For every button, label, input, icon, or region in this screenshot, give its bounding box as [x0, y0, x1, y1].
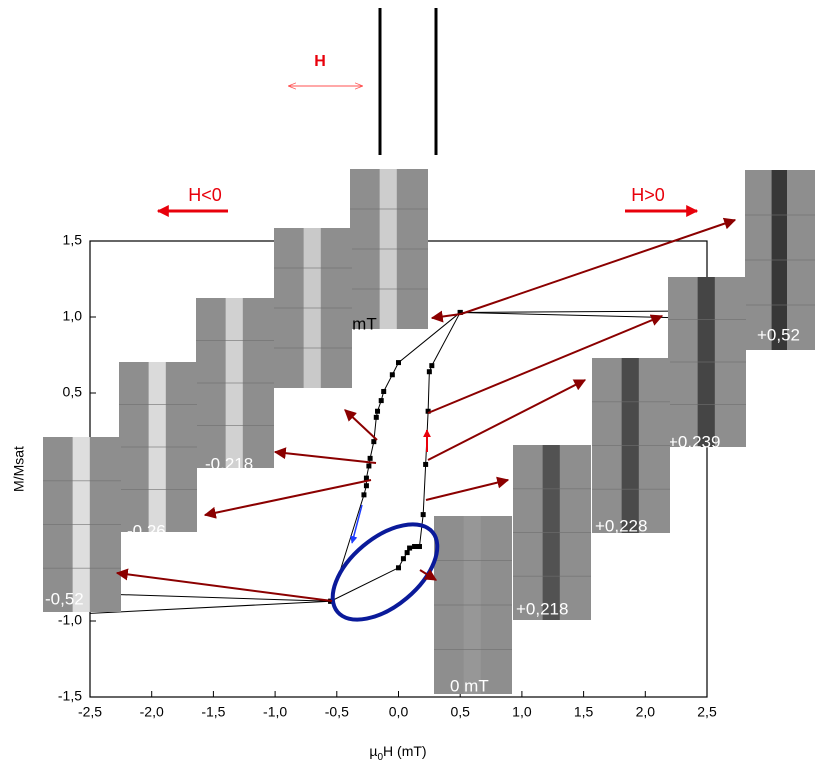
data-point: [429, 363, 435, 369]
y-axis-label: M/Msat: [11, 446, 27, 492]
overlay: [115, 217, 737, 622]
data-point: [407, 545, 413, 551]
data-point: [381, 388, 387, 394]
data-point: [371, 439, 377, 445]
x-tick-label: 0,5: [450, 704, 470, 720]
x-axis-label-part: 0: [377, 752, 383, 763]
data-point: [363, 483, 369, 489]
field-value-label: -0,26: [127, 521, 166, 540]
data-point: [389, 372, 395, 378]
pointer-arrow: [273, 447, 377, 464]
field-value-label: +0,218: [516, 599, 568, 618]
data-point: [367, 455, 373, 461]
field-value-label: -0,218: [205, 454, 253, 473]
direction-label: H>0: [631, 185, 665, 205]
y-tick-label: 1,0: [63, 308, 83, 324]
x-tick-label: 0,0: [389, 704, 409, 720]
data-point: [416, 544, 422, 550]
x-tick-label: 1,0: [512, 704, 532, 720]
data-point: [373, 414, 379, 420]
y-tick-label: 1,5: [63, 232, 83, 248]
y-tick-label: -1,5: [58, 688, 82, 704]
data-point: [404, 550, 410, 556]
field-label: H: [314, 53, 326, 70]
x-axis-label: µ0H (mT): [369, 743, 426, 763]
direction-label: H<0: [188, 185, 222, 205]
pointer-arrow: [419, 569, 438, 581]
y-tick-label: 0,5: [63, 384, 83, 400]
sweep-arrow: [350, 504, 363, 544]
x-tick-label: -1,0: [263, 704, 287, 720]
field-value-label: 0 mT: [450, 676, 489, 695]
data-point: [425, 408, 431, 414]
field-value-label: +0,52: [757, 325, 800, 344]
y-tick-label: -1,0: [58, 612, 82, 628]
pointer-arrow: [203, 479, 372, 519]
x-axis-label-part: µ: [369, 743, 377, 759]
loop-line: [89, 593, 331, 602]
data-point: [426, 369, 432, 375]
x-axis-label-part: H (mT): [383, 743, 427, 759]
field-value-label: +0,239: [668, 432, 720, 451]
data-point: [375, 408, 381, 414]
x-tick-label: -2,0: [140, 704, 164, 720]
x-tick-label: -0,5: [325, 704, 349, 720]
data-point: [396, 565, 401, 571]
loop-line: [89, 600, 331, 614]
pointer-arrow: [427, 314, 664, 414]
data-point: [412, 544, 418, 550]
x-tick-label: 1,5: [574, 704, 594, 720]
data-point: [396, 360, 401, 366]
data-point: [423, 461, 429, 467]
x-tick-label: -2,5: [78, 704, 102, 720]
data-point: [420, 512, 426, 518]
data-point: [400, 556, 406, 562]
highlight-ellipse: [330, 522, 440, 622]
pointer-arrow: [425, 476, 510, 501]
data-point: [378, 398, 384, 404]
data-point: [363, 475, 369, 481]
x-tick-label: -1,5: [201, 704, 225, 720]
pointer-arrow: [427, 379, 587, 461]
x-tick-label: 2,0: [636, 704, 656, 720]
pointer-arrow: [430, 310, 462, 323]
field-value-label: +0,228: [595, 516, 647, 535]
data-point: [361, 492, 367, 498]
pointer-arrow: [344, 409, 378, 441]
field-value-label: -0,182: [289, 384, 337, 403]
micrographs: 0 mT -0,182 -0,218 -0,26 -0,52 +0,52 +0,239 +0,…: [43, 169, 815, 695]
pointer-arrow: [460, 217, 737, 315]
field-value-label: -0,52: [45, 589, 84, 608]
loop-line: [460, 310, 708, 313]
data-point: [366, 463, 372, 469]
pointer-arrow: [115, 568, 333, 602]
x-tick-label: 2,5: [697, 704, 717, 720]
loop-line: [460, 311, 708, 320]
